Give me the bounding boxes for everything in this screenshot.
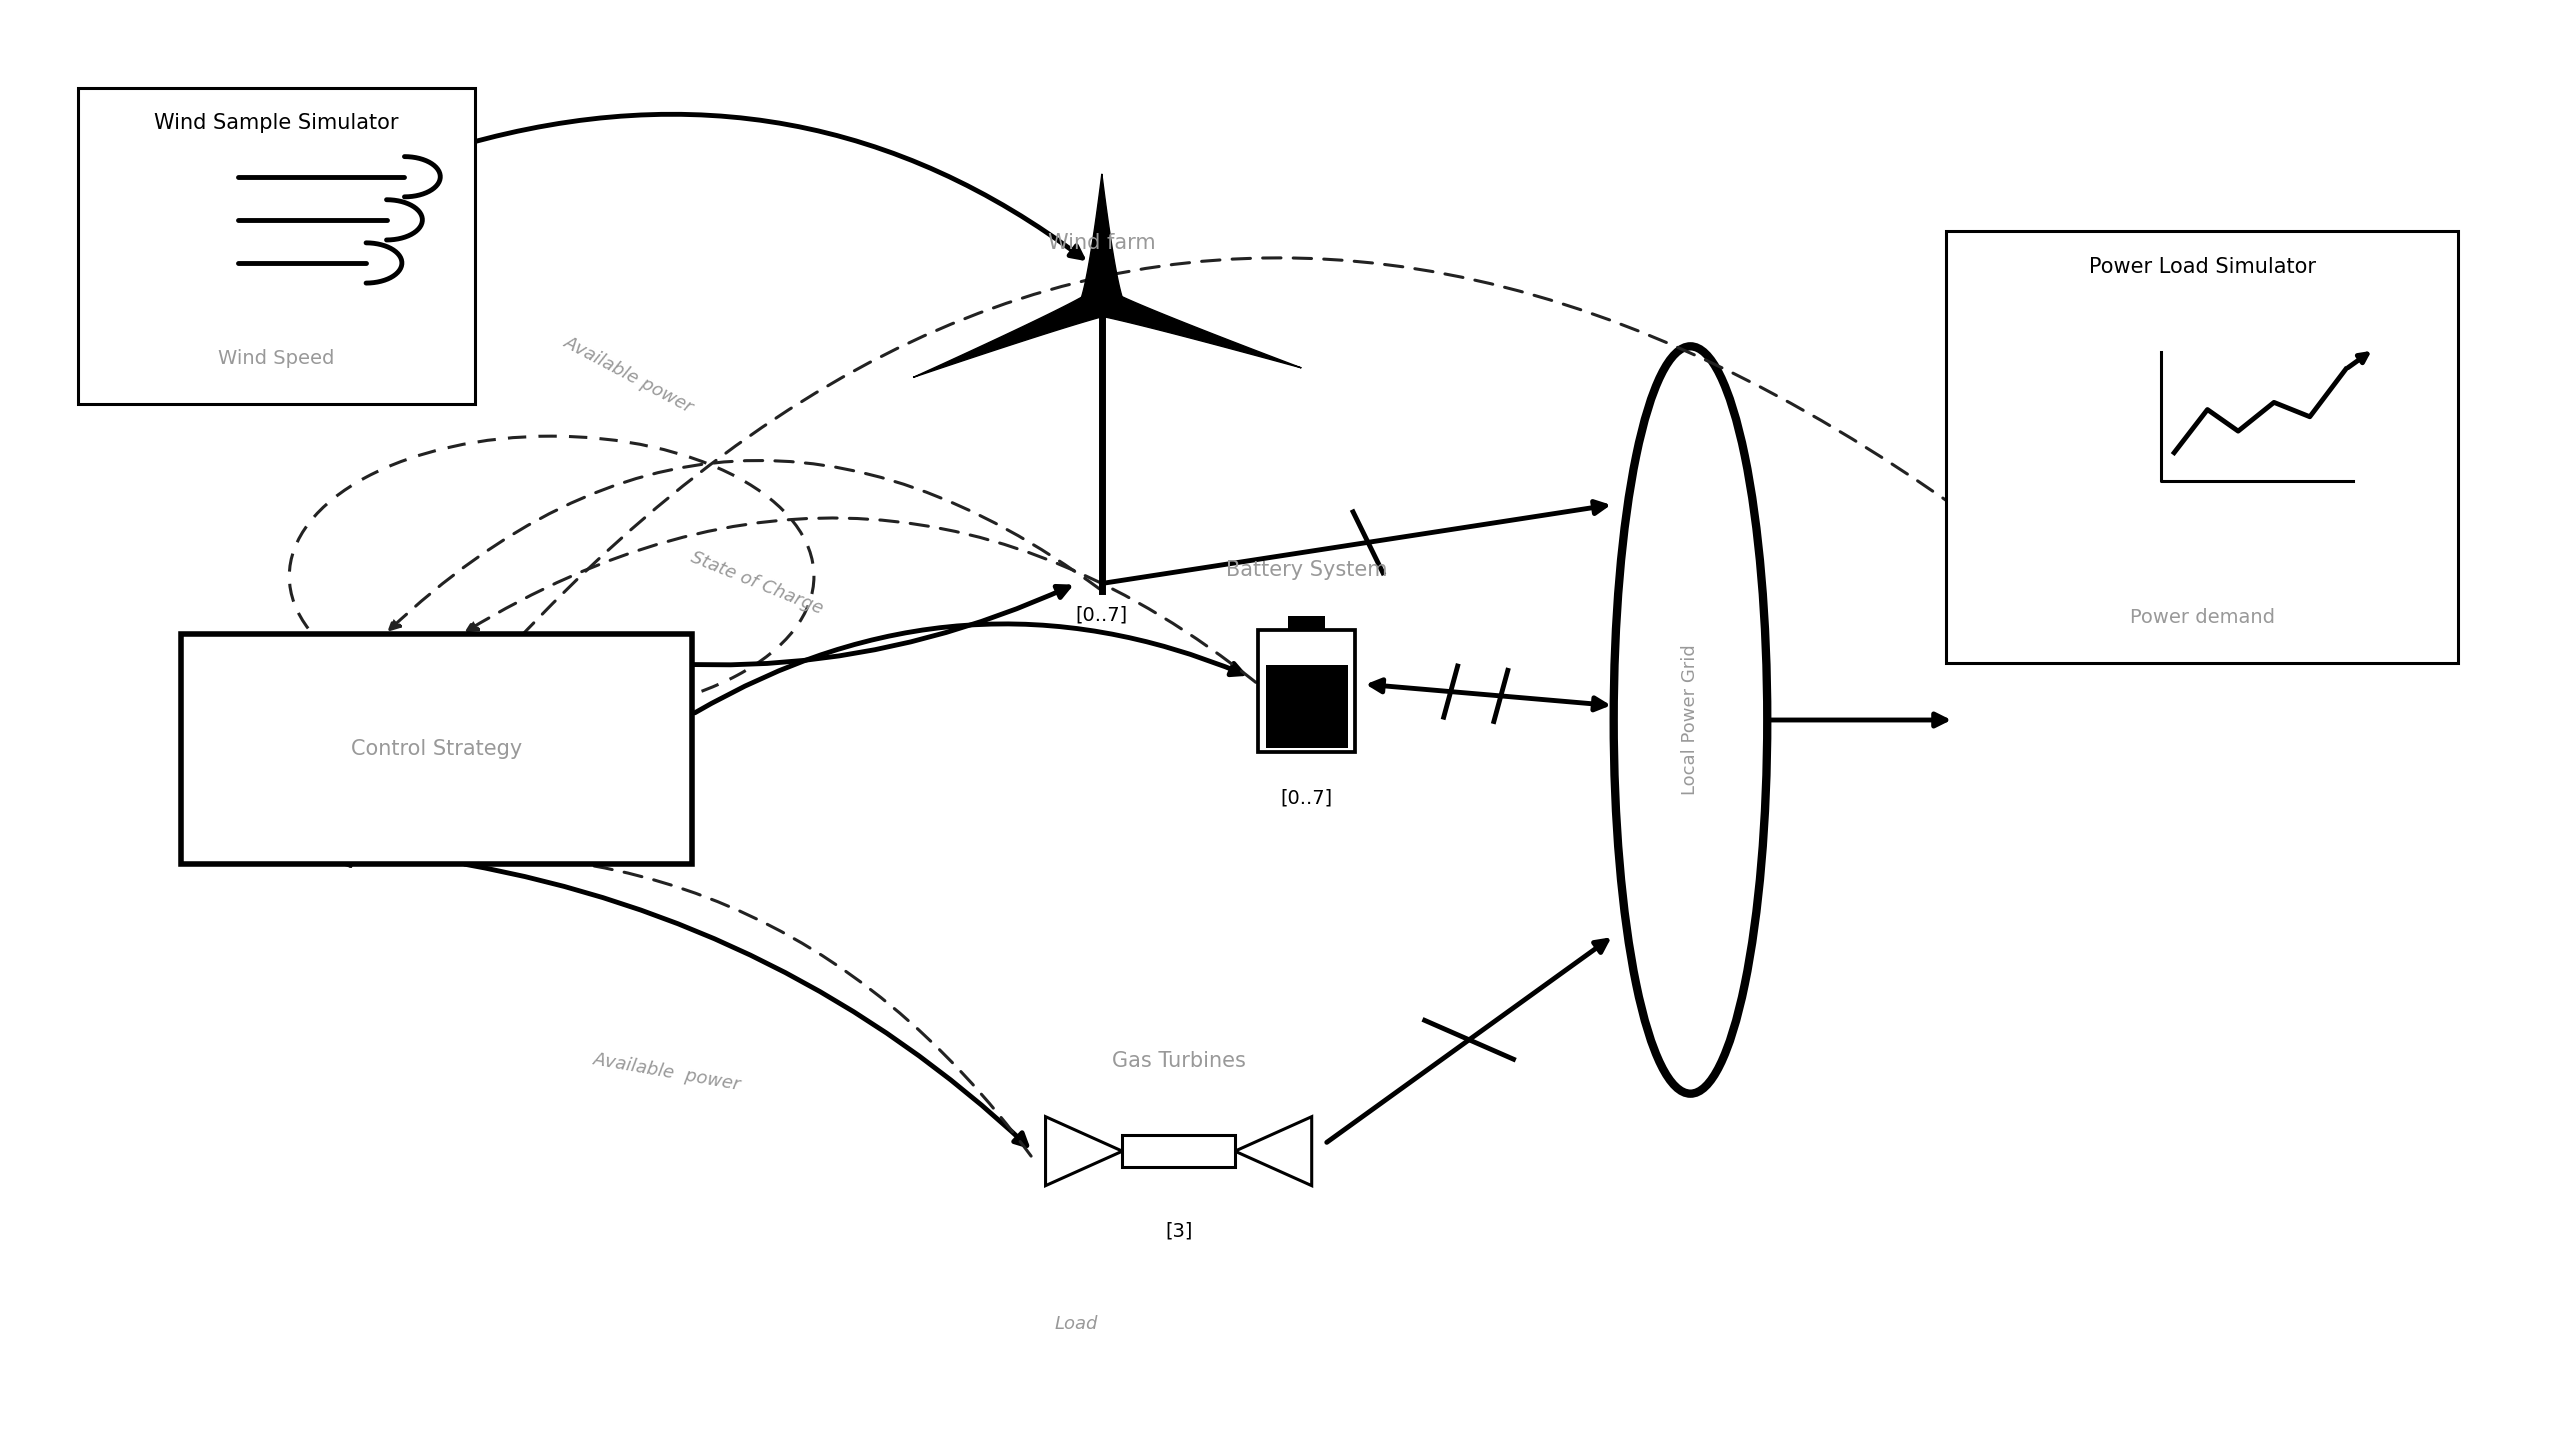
Text: Wind farm: Wind farm bbox=[1048, 233, 1155, 253]
Text: Gas Turbines: Gas Turbines bbox=[1112, 1051, 1245, 1071]
Ellipse shape bbox=[1614, 347, 1768, 1093]
FancyBboxPatch shape bbox=[1289, 616, 1325, 631]
Polygon shape bbox=[1091, 292, 1301, 367]
Text: [0..7]: [0..7] bbox=[1076, 605, 1127, 624]
Polygon shape bbox=[1079, 174, 1125, 304]
Text: State of Charge: State of Charge bbox=[687, 549, 825, 618]
Text: Available power: Available power bbox=[561, 333, 697, 416]
Text: Power demand: Power demand bbox=[2129, 608, 2275, 626]
Text: Control Strategy: Control Strategy bbox=[351, 739, 523, 759]
FancyBboxPatch shape bbox=[1266, 665, 1348, 747]
FancyBboxPatch shape bbox=[1122, 1135, 1235, 1166]
Text: Local Power Grid: Local Power Grid bbox=[1681, 645, 1699, 795]
Polygon shape bbox=[912, 292, 1114, 377]
FancyBboxPatch shape bbox=[79, 88, 474, 403]
Text: Wind Speed: Wind Speed bbox=[218, 348, 336, 367]
Text: Battery System: Battery System bbox=[1225, 560, 1389, 580]
Text: [0..7]: [0..7] bbox=[1281, 788, 1332, 808]
FancyBboxPatch shape bbox=[1947, 232, 2460, 662]
FancyBboxPatch shape bbox=[179, 634, 692, 864]
Text: Load: Load bbox=[1056, 1315, 1099, 1332]
Text: [3]: [3] bbox=[1166, 1221, 1191, 1241]
Text: Wind Sample Simulator: Wind Sample Simulator bbox=[154, 114, 400, 134]
FancyBboxPatch shape bbox=[1258, 631, 1355, 752]
Text: Available  power: Available power bbox=[592, 1050, 743, 1094]
Text: Power Load Simulator: Power Load Simulator bbox=[2088, 258, 2316, 278]
